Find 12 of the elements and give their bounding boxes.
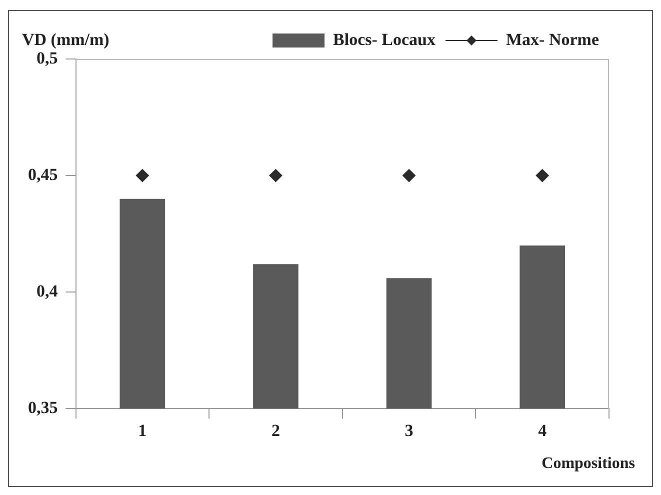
y-tick-label: 0,5 [36, 48, 58, 68]
x-axis-title: Compositions [542, 455, 635, 473]
x-tick-label: 2 [271, 421, 280, 440]
y-tick-label: 0,4 [36, 281, 58, 300]
x-tick-label: 3 [404, 421, 414, 440]
legend-label: Max- Norme [506, 30, 600, 49]
legend-label: Blocs- Locaux [333, 30, 436, 49]
y-axis-title: VD (mm/m) [22, 30, 110, 50]
x-tick-label: 4 [538, 421, 548, 440]
y-tick-label: 0,45 [28, 164, 58, 184]
x-tick-label: 1 [138, 421, 147, 440]
y-tick-label: 0,35 [28, 398, 58, 417]
